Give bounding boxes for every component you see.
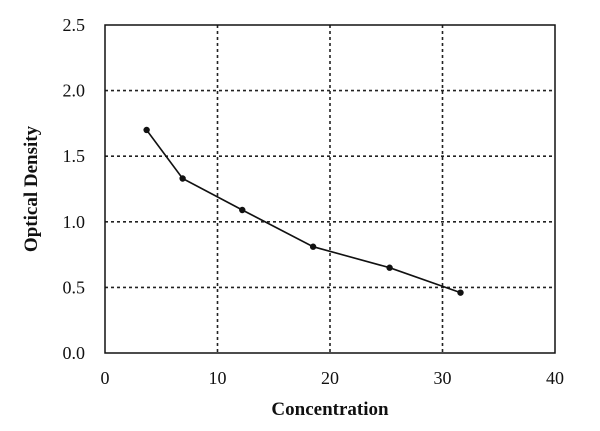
series-line-0 [145, 129, 461, 294]
x-axis-ticks: 0 10 20 30 40 [101, 368, 565, 388]
data-point [386, 264, 393, 271]
x-tick-label: 0 [101, 368, 110, 388]
data-point [457, 289, 464, 296]
y-axis-label: Optical Density [21, 125, 42, 252]
x-tick-label: 40 [546, 368, 564, 388]
y-tick-label: 0.5 [63, 277, 86, 297]
plot-frame [104, 24, 556, 354]
y-tick-label: 2.0 [63, 81, 86, 101]
y-tick-label: 1.5 [63, 146, 86, 166]
series-layer [143, 126, 464, 296]
data-point [179, 175, 186, 182]
y-tick-label: 2.5 [63, 15, 86, 35]
x-axis-label: Concentration [271, 399, 389, 420]
y-axis-ticks: 0.0 0.5 1.0 1.5 2.0 2.5 [63, 15, 86, 363]
data-point [309, 243, 317, 250]
data-point [239, 206, 246, 214]
data-point [143, 126, 150, 134]
x-tick-label: 20 [321, 368, 339, 388]
x-tick-label: 10 [209, 368, 227, 388]
y-tick-label: 1.0 [63, 212, 86, 232]
grid [105, 25, 555, 353]
x-tick-label: 30 [434, 368, 452, 388]
y-tick-label: 0.0 [63, 343, 86, 363]
